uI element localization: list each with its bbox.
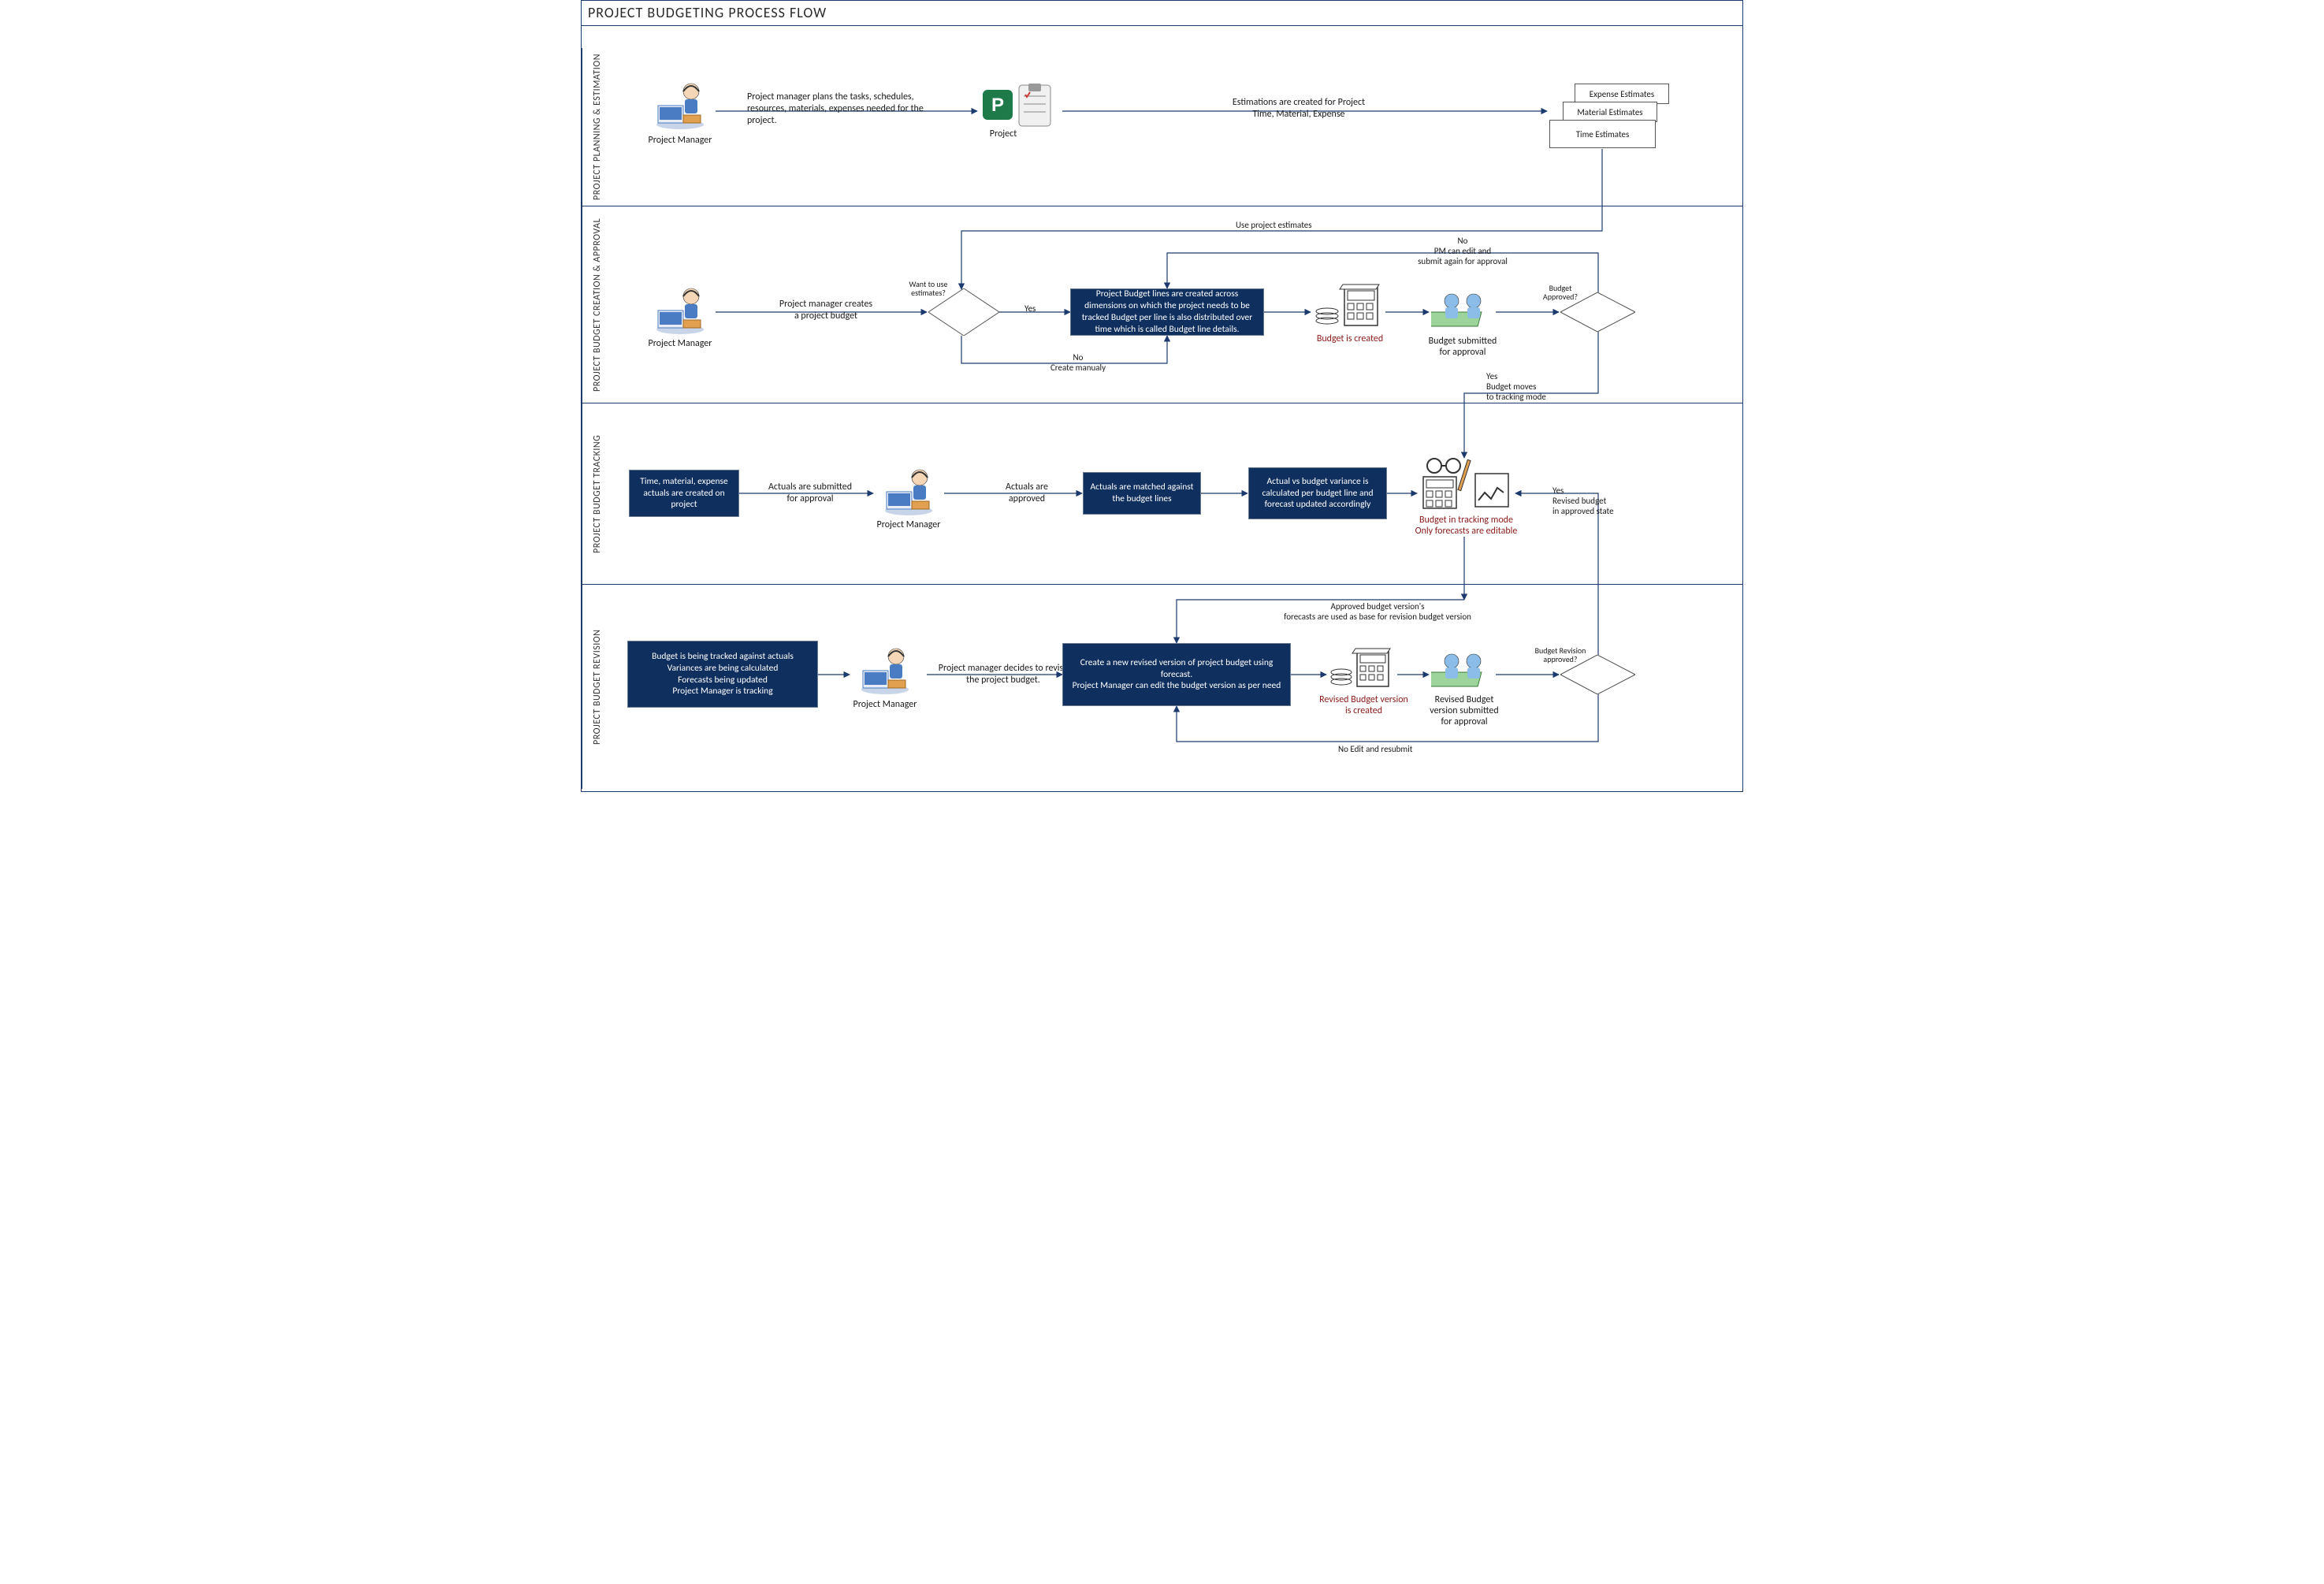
forecasts-base-label: Approved budget version's forecasts are … <box>1251 601 1504 622</box>
estimate-text: Estimations are created for Project Time… <box>1196 97 1401 121</box>
lane-label-creation: PROJECT BUDGET CREATION & APPROVAL <box>582 206 613 403</box>
decides-text: Project manager decides to revise the pr… <box>936 663 1070 686</box>
lane-label-tracking: PROJECT BUDGET TRACKING <box>582 403 613 584</box>
lane-label-planning: PROJECT PLANNING & ESTIMATION <box>582 48 613 206</box>
use-estimates-label: Use project estimates <box>1236 220 1312 230</box>
tracked-box: Budget is being tracked against actuals … <box>627 641 818 708</box>
budget-submit-icon <box>1431 288 1494 336</box>
create-budget-text: Project manager creates a project budget <box>751 299 901 322</box>
tracking-mode-icon <box>1419 456 1513 515</box>
no-edit-resubmit-label: No PM can edit and submit again for appr… <box>1392 236 1534 267</box>
svg-text:P: P <box>991 95 1004 116</box>
diamond2-label: Budget Approved? <box>1533 284 1588 301</box>
project-manager-icon-2 <box>649 281 712 336</box>
variance-box: Actual vs budget variance is calculated … <box>1248 467 1387 519</box>
project-app-icon: P <box>980 84 1058 131</box>
diamond3-label: Budget Revision approved? <box>1533 646 1588 664</box>
pm2-caption: Project Manager <box>637 338 723 349</box>
revised-submit-icon <box>1431 649 1494 696</box>
diagram-root: PROJECT BUDGETING PROCESS FLOW PROJECT P… <box>581 0 1743 792</box>
project-manager-icon <box>649 76 712 131</box>
actuals-submitted-text: Actuals are submitted for approval <box>751 482 869 505</box>
page-title: PROJECT BUDGETING PROCESS FLOW <box>582 1 1742 26</box>
budget-lines-box: Project Budget lines are created across … <box>1070 288 1264 336</box>
actuals-created-box: Time, material, expense actuals are crea… <box>629 470 739 517</box>
actuals-matched-box: Actuals are matched against the budget l… <box>1083 472 1201 515</box>
revised-created-caption: Revised Budget version is created <box>1307 694 1421 716</box>
yes-moves-label: Yes Budget moves to tracking mode <box>1486 371 1581 403</box>
no-create-manually-label: No Create manualy <box>1031 352 1125 373</box>
pm4-caption: Project Manager <box>842 699 928 710</box>
lane-label-revision: PROJECT BUDGET REVISION <box>582 585 613 789</box>
tracking-mode-caption: Budget in tracking mode Only forecasts a… <box>1397 515 1535 537</box>
revised-box: Create a new revised version of project … <box>1062 643 1291 706</box>
plan-text: Project manager plans the tasks, schedul… <box>747 91 928 127</box>
project-caption: Project <box>984 128 1023 139</box>
no-edit-resubmit2-label: No Edit and resubmit <box>1338 744 1412 754</box>
yes-label: Yes <box>1024 303 1036 314</box>
diamond1-label: Want to use estimates? <box>897 280 960 297</box>
time-estimates-box: Time Estimates <box>1549 120 1656 148</box>
budget-submitted-caption: Budget submitted for approval <box>1415 336 1510 358</box>
pm1-caption: Project Manager <box>637 135 723 146</box>
pm3-caption: Project Manager <box>865 519 952 530</box>
budget-created-caption: Budget is created <box>1303 333 1397 344</box>
actuals-approved-text: Actuals are approved <box>984 482 1070 505</box>
project-manager-icon-3 <box>877 462 940 517</box>
project-manager-icon-4 <box>853 641 917 696</box>
revised-budget-icon <box>1329 647 1396 694</box>
budget-calculator-icon <box>1313 283 1384 334</box>
revised-approved-label: Yes Revised budget in approved state <box>1552 485 1647 517</box>
revised-submitted-caption: Revised Budget version submitted for app… <box>1417 694 1512 727</box>
